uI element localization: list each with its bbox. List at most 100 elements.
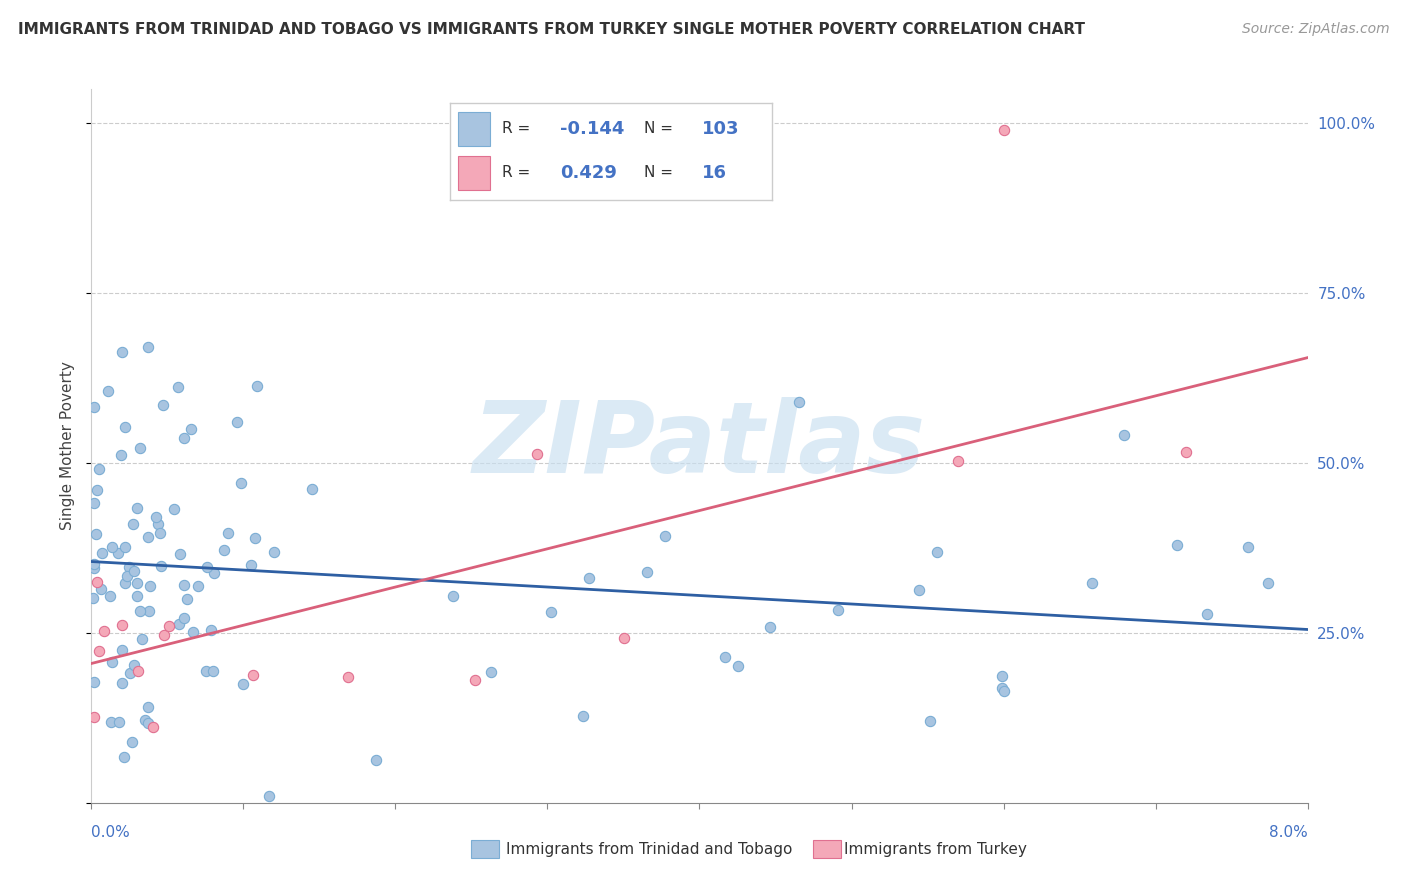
Point <box>83 709 105 723</box>
Point <box>83 496 105 510</box>
Point <box>112 749 135 764</box>
Point <box>89 643 111 657</box>
Point <box>107 546 129 560</box>
Point <box>173 431 195 445</box>
Point <box>131 632 153 646</box>
Point <box>114 541 136 555</box>
Point <box>202 566 225 580</box>
Point <box>612 632 634 646</box>
Point <box>136 530 159 544</box>
Point <box>727 659 749 673</box>
Point <box>124 658 146 673</box>
Point <box>1081 576 1104 591</box>
Point <box>180 422 202 436</box>
Point <box>176 592 198 607</box>
Point <box>100 714 122 729</box>
Point <box>246 379 269 393</box>
Point <box>239 558 262 573</box>
Point <box>93 624 115 639</box>
Point <box>122 516 145 531</box>
Point <box>946 454 969 468</box>
Text: Immigrants from Trinidad and Tobago: Immigrants from Trinidad and Tobago <box>506 842 793 856</box>
Point <box>83 400 105 414</box>
Point <box>464 673 486 687</box>
Point <box>127 500 149 515</box>
Point <box>136 716 159 731</box>
Point <box>200 623 222 637</box>
Point <box>194 664 217 678</box>
Point <box>122 564 145 578</box>
Point <box>441 589 464 603</box>
Point <box>166 380 188 394</box>
Point <box>759 619 782 633</box>
Point <box>195 560 218 574</box>
Text: 0.0%: 0.0% <box>91 825 131 840</box>
Point <box>169 616 191 631</box>
Point <box>84 527 107 541</box>
Point <box>173 577 195 591</box>
Point <box>366 754 388 768</box>
Point <box>139 579 162 593</box>
Point <box>925 545 948 559</box>
Point <box>129 604 152 618</box>
Point <box>1237 540 1260 554</box>
Point <box>1166 538 1188 552</box>
Point <box>83 561 105 575</box>
Point <box>100 656 122 670</box>
Point <box>301 483 323 497</box>
Point <box>540 605 562 619</box>
Point <box>526 446 548 460</box>
Point <box>114 575 136 590</box>
Point <box>152 398 174 412</box>
Point <box>229 475 252 490</box>
Point <box>571 709 593 723</box>
Point <box>245 531 267 545</box>
Point <box>181 624 204 639</box>
Point <box>83 675 105 690</box>
Point <box>214 542 236 557</box>
Point <box>169 547 191 561</box>
Point <box>118 666 141 681</box>
Point <box>87 462 110 476</box>
Point <box>157 619 180 633</box>
Point <box>121 735 143 749</box>
Point <box>129 441 152 455</box>
Point <box>1257 575 1279 590</box>
Point <box>993 683 1015 698</box>
Point <box>136 340 159 354</box>
Point <box>232 676 254 690</box>
Point <box>111 345 134 359</box>
Point <box>83 557 105 571</box>
Point <box>125 589 148 603</box>
Point <box>110 448 132 462</box>
Point <box>82 591 104 606</box>
Point <box>101 541 124 555</box>
Point <box>714 649 737 664</box>
Point <box>993 123 1015 137</box>
Point <box>114 420 136 434</box>
Point <box>134 713 156 727</box>
Point <box>98 589 121 603</box>
Point <box>97 384 120 398</box>
Point <box>125 575 148 590</box>
Point <box>1114 428 1136 442</box>
Text: Source: ZipAtlas.com: Source: ZipAtlas.com <box>1241 22 1389 37</box>
Point <box>111 618 134 632</box>
Point <box>111 643 134 657</box>
Point <box>337 670 360 684</box>
Text: Immigrants from Turkey: Immigrants from Turkey <box>844 842 1026 856</box>
Point <box>91 546 114 560</box>
Text: ZIPatlas: ZIPatlas <box>472 398 927 494</box>
Point <box>242 668 264 682</box>
Text: IMMIGRANTS FROM TRINIDAD AND TOBAGO VS IMMIGRANTS FROM TURKEY SINGLE MOTHER POVE: IMMIGRANTS FROM TRINIDAD AND TOBAGO VS I… <box>18 22 1085 37</box>
Point <box>990 669 1012 683</box>
Point <box>201 664 224 678</box>
Point <box>827 603 849 617</box>
Point <box>578 571 600 585</box>
Point <box>187 579 209 593</box>
Point <box>479 665 502 679</box>
Point <box>138 699 160 714</box>
Point <box>86 574 108 589</box>
Point <box>225 415 247 429</box>
Point <box>636 565 658 579</box>
